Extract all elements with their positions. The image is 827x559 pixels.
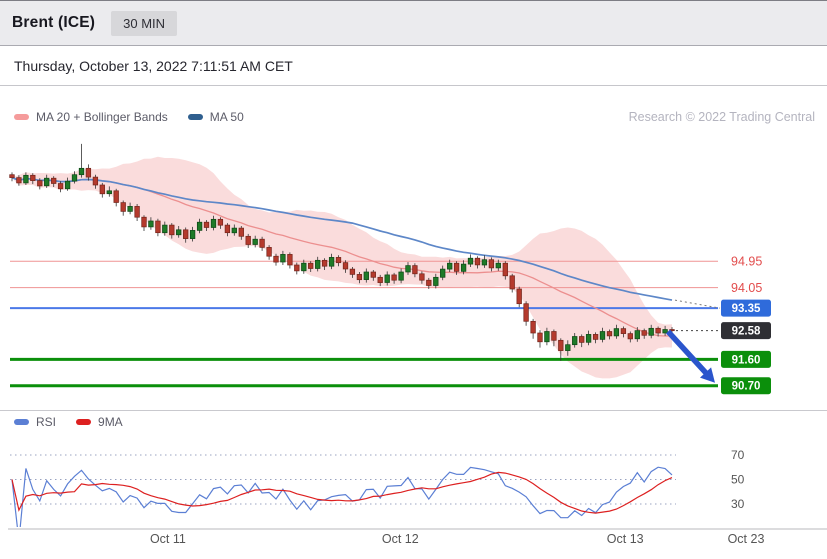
rsi-9ma-line — [11, 471, 673, 514]
svg-text:90.70: 90.70 — [732, 381, 761, 393]
svg-text:92.58: 92.58 — [732, 326, 761, 338]
rsi-legend-swatch — [14, 419, 29, 425]
ma50-legend-swatch — [187, 114, 203, 120]
price-label-94.05: 94.05 — [731, 281, 762, 295]
ma50-legend-label: MA 50 — [209, 110, 244, 124]
timeframe-badge: 30 MIN — [111, 10, 178, 36]
rsi-panel-chart: 70 50 30 Oct 11 Oct 12 Oct 13 Oct 23 — [8, 448, 827, 546]
ma20-legend-swatch — [14, 114, 29, 120]
rsi-legend: RSI 9MA — [14, 415, 123, 429]
timestamp-row: Thursday, October 13, 2022 7:11:51 AM CE… — [0, 47, 827, 86]
x-axis-label-0: Oct 11 — [150, 532, 186, 546]
bearish-arrow — [665, 329, 709, 376]
rsi-line — [11, 466, 673, 527]
ma9-legend-swatch — [76, 419, 92, 425]
price-label-94.95: 94.95 — [731, 255, 762, 269]
price-tag-92.58: 92.58 — [721, 322, 771, 340]
price-tag-91.60: 91.60 — [721, 350, 771, 368]
timestamp-text: Thursday, October 13, 2022 7:11:51 AM CE… — [14, 58, 293, 74]
title-bar: Brent (ICE) 30 MIN — [0, 1, 827, 46]
bearish-arrow-head — [700, 367, 715, 383]
rsi-legend-label: RSI — [36, 415, 57, 429]
main-price-chart: 94.95 94.05 93.35 92.58 91.60 90.70 — [9, 143, 771, 395]
ma20-legend-label: MA 20 + Bollinger Bands — [36, 110, 168, 124]
panel-divider — [0, 410, 827, 411]
main-chart-legend: MA 20 + Bollinger Bands MA 50 — [14, 110, 244, 124]
x-axis-label-2: Oct 13 — [607, 532, 644, 546]
rsi-grid-label-70: 70 — [731, 448, 745, 462]
research-credit: Research © 2022 Trading Central — [628, 110, 815, 124]
ma50-line — [11, 176, 673, 301]
svg-text:93.35: 93.35 — [732, 303, 761, 315]
svg-text:91.60: 91.60 — [732, 354, 761, 366]
rsi-grid-label-50: 50 — [731, 473, 745, 487]
price-tag-90.70: 90.70 — [721, 377, 771, 395]
price-tag-93.35: 93.35 — [721, 299, 771, 317]
rsi-grid-label-30: 30 — [731, 497, 745, 511]
x-axis-label-1: Oct 12 — [382, 532, 419, 546]
ma9-legend-label: 9MA — [98, 415, 123, 429]
instrument-title: Brent (ICE) — [12, 14, 96, 31]
x-axis-label-3: Oct 23 — [728, 532, 765, 546]
ma50-projection-dotted — [674, 299, 721, 309]
bollinger-band-area — [12, 156, 672, 379]
